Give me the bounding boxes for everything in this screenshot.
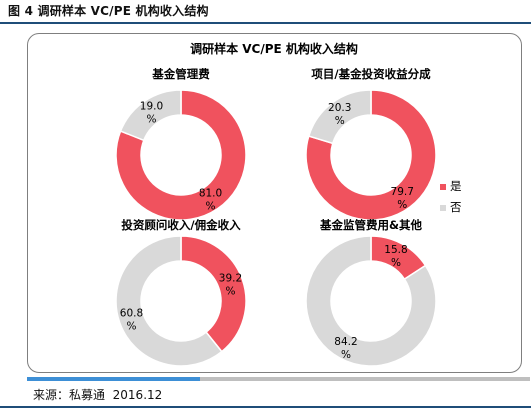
donut-percent-sign: % <box>397 199 407 211</box>
donut-title: 项目/基金投资收益分成 <box>311 67 431 81</box>
bottom-rule <box>0 406 531 408</box>
donut-title: 投资顾问收入/佣金收入 <box>121 218 241 232</box>
donut-title: 基金监管费用&其他 <box>319 218 423 232</box>
donut-percent-sign: % <box>127 320 137 332</box>
donut-slice-no <box>305 235 437 367</box>
donut-slice-no <box>307 89 372 145</box>
donut-slice-no <box>115 235 223 367</box>
donut-value-label: 79.7 <box>391 186 414 198</box>
donut-slice-no <box>119 89 182 142</box>
donut-title: 基金管理费 <box>151 67 210 81</box>
donut-value-label: 60.8 <box>120 307 143 319</box>
donut-chart-panel: 调研样本 VC/PE 机构收入结构 基金管理费81.0%19.0%项目/基金投资… <box>115 41 462 367</box>
donut-slice-yes <box>180 235 247 353</box>
legend-label-no: 否 <box>450 200 462 214</box>
figure-title: 图 4 调研样本 VC/PE 机构收入结构 <box>8 4 209 18</box>
donut-percent-sign: % <box>391 257 401 269</box>
donut-value-label: 84.2 <box>334 336 357 348</box>
chart-title: 调研样本 VC/PE 机构收入结构 <box>190 41 358 56</box>
legend-label-yes: 是 <box>450 179 462 193</box>
chart-frame: 调研样本 VC/PE 机构收入结构 基金管理费 81.0% 19.0% 项目/基金投资… <box>27 33 522 373</box>
donut-percent-sign: % <box>226 286 236 298</box>
source-line: 来源：私募通 2016.12 <box>33 386 162 403</box>
source-date: 2016.12 <box>112 388 163 402</box>
legend-swatch-no <box>440 205 446 211</box>
donut-value-label: 81.0 <box>199 187 222 199</box>
footer-progress-fill <box>27 377 200 381</box>
donut-percent-sign: % <box>335 115 345 127</box>
footer-progress-track <box>27 377 530 381</box>
legend-swatch-yes <box>440 184 446 190</box>
donut-slice-yes <box>305 89 437 221</box>
donut-percent-sign: % <box>206 200 216 212</box>
donut-value-label: 39.2 <box>219 273 242 285</box>
donut-percent-sign: % <box>341 349 351 361</box>
donut-percent-sign: % <box>146 114 156 126</box>
donut-value-label: 15.8 <box>384 244 407 256</box>
donut-value-label: 19.0 <box>140 101 163 113</box>
donut-value-label: 20.3 <box>328 102 351 114</box>
source-label: 来源：私募通 <box>33 388 106 402</box>
top-rule <box>0 22 531 24</box>
donut-slice-yes <box>115 89 247 221</box>
